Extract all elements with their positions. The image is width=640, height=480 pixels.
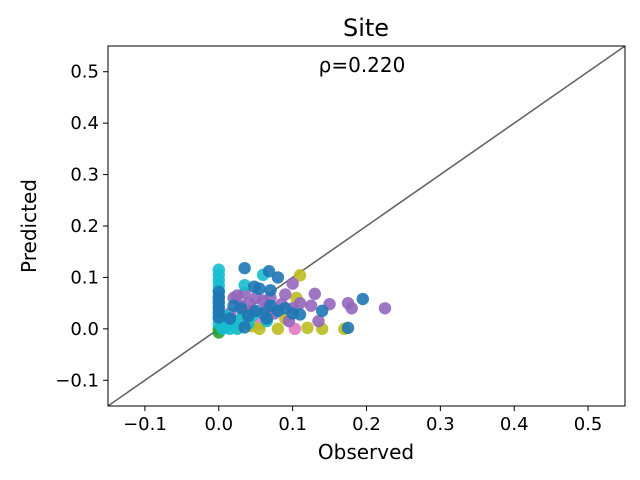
scatter-point: [238, 261, 251, 275]
x-tick-label: 0.3: [426, 414, 455, 435]
x-tick-label: 0.1: [278, 414, 307, 435]
scatter-point: [293, 308, 307, 321]
scatter-point: [356, 292, 370, 306]
scatter-point: [279, 288, 292, 301]
scatter-point: [223, 312, 237, 325]
scatter-point: [293, 269, 307, 282]
x-tick-label: 0.0: [204, 414, 233, 435]
y-tick-label: 0.1: [70, 267, 99, 288]
scatter-point: [262, 265, 276, 278]
y-axis-label: Predicted: [17, 179, 41, 273]
y-tick-label: 0.3: [70, 165, 99, 186]
scatter-point: [264, 284, 277, 297]
scatter-point: [271, 322, 285, 336]
scatter-point: [238, 321, 251, 334]
scatter-point: [341, 321, 355, 335]
correlation-annotation: ρ=0.220: [319, 53, 406, 77]
y-tick-label: 0.2: [70, 216, 99, 237]
scatter-point: [238, 278, 251, 292]
scatter-point: [341, 296, 355, 310]
scatter-point: [271, 271, 285, 284]
scatter-point: [315, 304, 329, 318]
scatter-point: [264, 299, 277, 312]
scatter-point: [279, 302, 292, 315]
y-tick-label: 0.5: [70, 62, 99, 83]
scatter-point: [301, 321, 314, 335]
scatter-point: [286, 277, 299, 290]
scatter-point: [308, 287, 321, 301]
x-tick-label: −0.1: [123, 414, 167, 435]
reference-line: [107, 45, 626, 407]
x-tick-label: 0.4: [500, 414, 529, 435]
scatter-point: [212, 311, 225, 324]
scatter-point: [253, 282, 266, 295]
chart-title: Site: [343, 14, 389, 42]
scatter-point: [260, 312, 273, 325]
x-tick-label: 0.5: [574, 414, 603, 435]
scatter-point: [304, 299, 318, 312]
scatter-point: [234, 302, 248, 315]
y-tick-label: −0.1: [55, 370, 99, 391]
x-axis-label: Observed: [318, 440, 414, 464]
y-tick-label: 0.4: [70, 113, 99, 134]
scatter-point: [312, 314, 325, 328]
x-tick-label: 0.2: [352, 414, 381, 435]
scatter-point: [378, 302, 392, 315]
scatter-point: [242, 309, 255, 323]
plot-area: −0.1 0.0 0.1 0.2 0.3 0.4 0.5 −0.1 0.0 0.1 0.2 0.3 0.…: [55, 45, 626, 435]
y-tick-label: 0.0: [70, 319, 99, 340]
